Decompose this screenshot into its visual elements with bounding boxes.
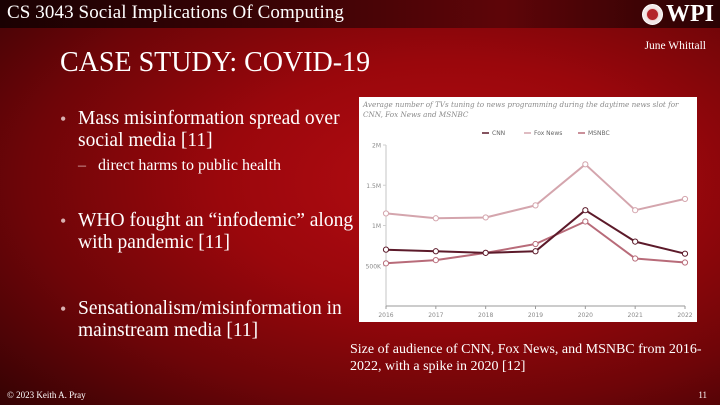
x-tick-label: 2019: [528, 312, 543, 319]
x-tick-label: 2017: [428, 312, 443, 319]
bullet-icon: •: [60, 109, 67, 129]
data-point: [482, 214, 489, 221]
data-point: [382, 210, 390, 217]
bullet-icon: •: [60, 299, 67, 319]
bullet-text: Mass misinformation spread over social m…: [78, 108, 340, 151]
data-point: [432, 248, 439, 255]
bullet-text: WHO fought an “infodemic” along with pan…: [78, 210, 354, 253]
y-tick-label: 1.5M: [366, 183, 381, 190]
data-point: [681, 195, 689, 203]
bullet-text: Sensationalism/misinformation in mainstr…: [78, 298, 342, 341]
legend-label: CNN: [492, 130, 505, 137]
data-point: [632, 255, 639, 262]
data-point: [681, 250, 689, 257]
data-point: [582, 218, 589, 225]
author-name: June Whittall: [644, 40, 706, 52]
figure-caption: Size of audience of CNN, Fox News, and M…: [350, 342, 702, 374]
data-point: [432, 215, 439, 222]
wpi-seal-icon: [642, 3, 663, 25]
y-tick-label: 500K: [366, 263, 382, 270]
course-title: CS 3043 Social Implications Of Computing: [7, 2, 345, 23]
x-tick-label: 2018: [478, 312, 493, 319]
wpi-logo-text: WPI: [666, 1, 714, 27]
audience-line-chart: 500K 1M 1.5M 2M 2016 2017 2018 2019 2020 2021 2022…: [359, 97, 697, 322]
data-point: [432, 257, 439, 264]
series-line-cnn: [385, 209, 686, 255]
sub-bullet-text: direct harms to public health: [98, 157, 282, 174]
data-point: [681, 259, 689, 266]
bullet-item: • WHO fought an “infodemic” along with p…: [58, 210, 358, 254]
data-point: [532, 202, 539, 209]
title-bar: CS 3043 Social Implications Of Computing…: [0, 0, 720, 28]
data-point: [582, 207, 589, 214]
bullet-icon: •: [60, 211, 67, 231]
chart-title: Average number of TVs tuning to news pro…: [363, 100, 679, 119]
wpi-logo: WPI: [642, 2, 714, 26]
y-tick-label: 2M: [372, 143, 381, 150]
bullet-item: • Mass misinformation spread over social…: [58, 108, 358, 177]
page-number: 11: [698, 390, 707, 400]
slide-title: CASE STUDY: COVID-19: [60, 47, 371, 78]
x-tick-label: 2022: [677, 312, 692, 319]
x-tick-label: 2020: [578, 312, 593, 319]
y-tick-label: 1M: [372, 223, 381, 230]
data-point: [382, 260, 390, 267]
legend-label: MSNBC: [588, 130, 610, 137]
data-point: [382, 246, 390, 253]
data-point: [482, 249, 489, 256]
series-line-fox-news: [385, 163, 686, 220]
dash-icon: –: [78, 157, 86, 174]
x-tick-label: 2016: [378, 312, 393, 319]
data-point: [532, 240, 539, 248]
data-point: [632, 238, 639, 245]
data-point: [532, 248, 539, 255]
chart-plot: 500K 1M 1.5M 2M 2016 2017 2018 2019 2020 2021 2022…: [366, 130, 693, 319]
x-tick-label: 2021: [628, 312, 643, 319]
data-point: [582, 161, 589, 168]
sub-bullet-item: – direct harms to public health: [58, 155, 358, 177]
legend-label: Fox News: [534, 130, 562, 137]
data-point: [632, 207, 639, 214]
bullet-item: • Sensationalism/misinformation in mains…: [58, 298, 378, 342]
copyright-footer: © 2023 Keith A. Pray: [7, 390, 86, 400]
